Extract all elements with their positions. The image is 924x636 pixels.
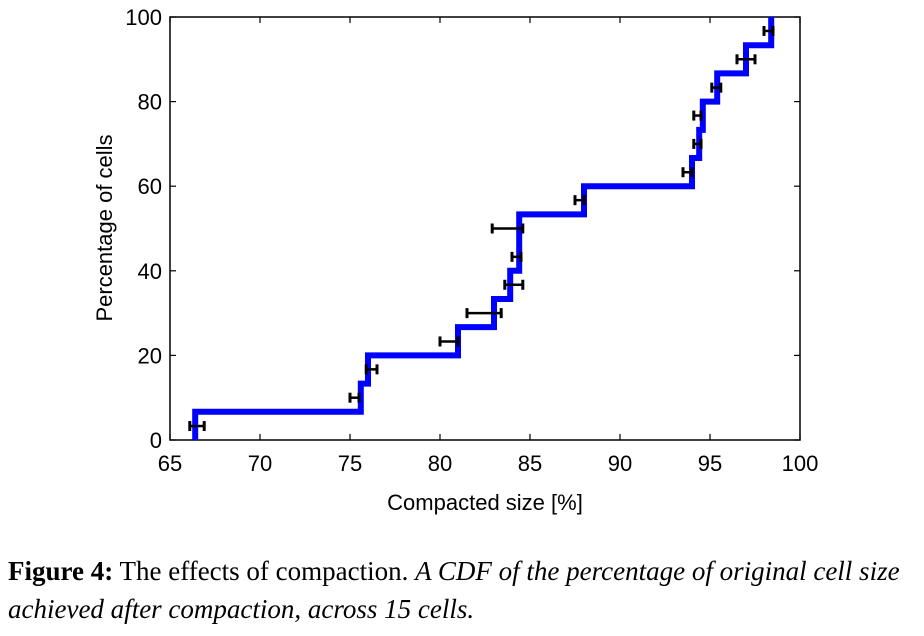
y-tick-label: 20 [138, 343, 162, 368]
y-tick-label: 0 [150, 428, 162, 453]
error-bars [188, 25, 775, 432]
error-bar [465, 308, 503, 319]
caption-label: Figure 4: [8, 556, 114, 586]
x-axis-title: Compacted size [%] [387, 490, 583, 515]
cdf-chart: 65 70 75 80 85 90 95 100 0 20 40 60 80 100 Compacted… [92, 5, 819, 515]
error-bar [735, 54, 757, 65]
x-tick-label: 95 [698, 451, 722, 476]
x-tick-label: 90 [608, 451, 632, 476]
error-bar [692, 138, 703, 149]
y-tick-label: 80 [138, 90, 162, 115]
figure-caption: Figure 4: The effects of compaction. A C… [8, 552, 920, 628]
y-tick-label: 60 [138, 174, 162, 199]
x-tick-label: 100 [782, 451, 819, 476]
y-tick-label: 40 [138, 259, 162, 284]
plot-area [169, 16, 801, 441]
x-tick-labels: 65 70 75 80 85 90 95 100 [158, 451, 819, 476]
caption-text: The effects of compaction. [113, 556, 416, 586]
x-tick-label: 65 [158, 451, 182, 476]
error-bar [188, 421, 206, 432]
error-bar [692, 110, 703, 121]
y-tick-labels: 0 20 40 60 80 100 [125, 5, 162, 453]
error-bar [710, 82, 723, 93]
error-bar [490, 223, 525, 234]
error-bar [503, 279, 525, 290]
error-bar [573, 195, 586, 206]
caption-italic-text: A CDF of the percentage of original cell… [8, 556, 900, 624]
x-tick-label: 80 [428, 451, 452, 476]
error-bar [762, 25, 775, 36]
x-tick-label: 70 [248, 451, 272, 476]
error-bar [438, 336, 460, 347]
axis-ticks [169, 16, 801, 441]
x-tick-label: 85 [518, 451, 542, 476]
error-bar [510, 251, 523, 262]
error-bar [364, 364, 379, 375]
error-bar [681, 167, 694, 178]
y-tick-label: 100 [125, 5, 162, 30]
error-bar [348, 392, 361, 403]
y-axis-title: Percentage of cells [92, 134, 117, 321]
x-tick-label: 75 [338, 451, 362, 476]
